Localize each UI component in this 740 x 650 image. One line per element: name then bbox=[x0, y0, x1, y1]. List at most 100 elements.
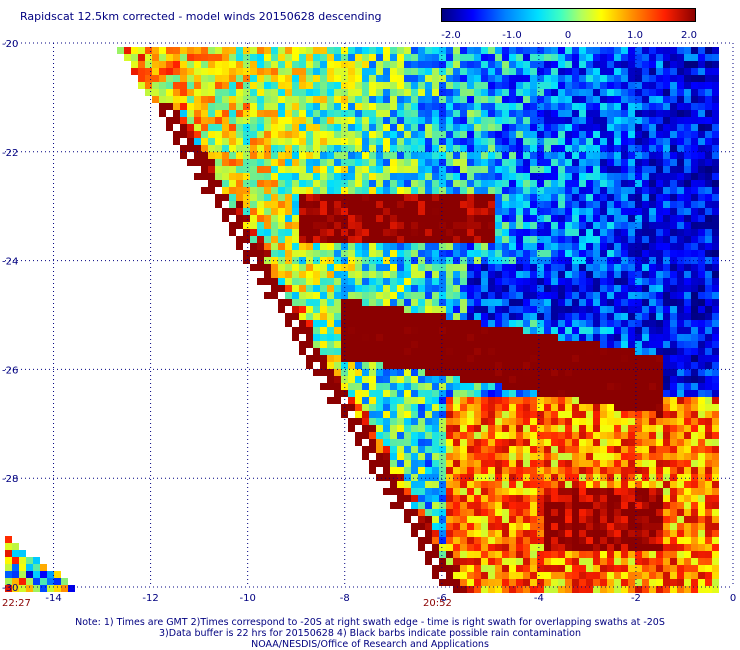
wind-cell bbox=[614, 397, 621, 404]
wind-cell bbox=[292, 89, 299, 96]
wind-cell bbox=[649, 565, 656, 572]
wind-cell bbox=[705, 544, 712, 551]
wind-cell bbox=[677, 215, 684, 222]
wind-cell bbox=[649, 299, 656, 306]
wind-cell bbox=[712, 418, 719, 425]
wind-cell bbox=[341, 103, 348, 110]
wind-cell bbox=[348, 159, 355, 166]
wind-cell bbox=[418, 292, 425, 299]
wind-cell bbox=[271, 110, 278, 117]
wind-cell bbox=[474, 208, 481, 215]
wind-cell bbox=[593, 446, 600, 453]
wind-cell bbox=[544, 432, 551, 439]
wind-cell bbox=[677, 278, 684, 285]
wind-cell bbox=[509, 306, 516, 313]
wind-cell bbox=[341, 229, 348, 236]
wind-cell bbox=[649, 110, 656, 117]
wind-cell bbox=[355, 432, 362, 439]
wind-cell bbox=[509, 425, 516, 432]
wind-cell bbox=[677, 229, 684, 236]
wind-cell bbox=[677, 201, 684, 208]
wind-cell bbox=[460, 89, 467, 96]
wind-cell bbox=[691, 460, 698, 467]
wind-cell bbox=[397, 453, 404, 460]
wind-cell bbox=[257, 54, 264, 61]
wind-cell bbox=[593, 243, 600, 250]
wind-cell bbox=[243, 54, 250, 61]
wind-cell bbox=[453, 110, 460, 117]
wind-cell bbox=[691, 586, 698, 593]
wind-cell bbox=[418, 166, 425, 173]
wind-cell bbox=[523, 495, 530, 502]
wind-cell bbox=[481, 103, 488, 110]
wind-cell bbox=[663, 509, 670, 516]
wind-cell bbox=[551, 82, 558, 89]
wind-cell bbox=[614, 292, 621, 299]
wind-cell bbox=[299, 229, 306, 236]
wind-cell bbox=[579, 61, 586, 68]
wind-cell bbox=[376, 404, 383, 411]
wind-cell bbox=[502, 341, 509, 348]
wind-cell bbox=[600, 537, 607, 544]
wind-cell bbox=[341, 54, 348, 61]
wind-cell bbox=[544, 229, 551, 236]
wind-cell bbox=[502, 348, 509, 355]
wind-cell bbox=[579, 208, 586, 215]
wind-cell bbox=[586, 292, 593, 299]
wind-cell bbox=[691, 348, 698, 355]
wind-cell bbox=[705, 481, 712, 488]
wind-cell bbox=[418, 488, 425, 495]
wind-cell bbox=[621, 369, 628, 376]
wind-cell bbox=[271, 103, 278, 110]
wind-cell bbox=[537, 453, 544, 460]
wind-cell bbox=[544, 145, 551, 152]
wind-cell bbox=[565, 404, 572, 411]
wind-cell bbox=[439, 47, 446, 54]
wind-cell bbox=[446, 96, 453, 103]
wind-cell bbox=[306, 243, 313, 250]
wind-cell bbox=[684, 236, 691, 243]
wind-cell bbox=[222, 145, 229, 152]
wind-cell bbox=[502, 523, 509, 530]
wind-cell bbox=[495, 313, 502, 320]
wind-cell bbox=[362, 159, 369, 166]
wind-cell bbox=[264, 47, 271, 54]
wind-cell bbox=[376, 208, 383, 215]
wind-cell bbox=[523, 362, 530, 369]
wind-cell bbox=[495, 348, 502, 355]
wind-cell bbox=[516, 285, 523, 292]
wind-cell bbox=[586, 572, 593, 579]
wind-cell bbox=[677, 558, 684, 565]
wind-cell bbox=[453, 215, 460, 222]
wind-cell bbox=[264, 159, 271, 166]
wind-cell bbox=[481, 68, 488, 75]
wind-cell bbox=[621, 257, 628, 264]
wind-cell bbox=[607, 488, 614, 495]
wind-cell bbox=[376, 82, 383, 89]
wind-cell bbox=[495, 187, 502, 194]
wind-cell bbox=[530, 418, 537, 425]
wind-cell bbox=[474, 54, 481, 61]
wind-cell bbox=[572, 488, 579, 495]
wind-cell bbox=[432, 327, 439, 334]
wind-cell bbox=[453, 152, 460, 159]
wind-cell bbox=[642, 82, 649, 89]
wind-cell bbox=[481, 271, 488, 278]
wind-cell bbox=[355, 47, 362, 54]
wind-cell bbox=[481, 397, 488, 404]
wind-cell bbox=[677, 502, 684, 509]
wind-cell bbox=[264, 278, 271, 285]
wind-cell bbox=[271, 208, 278, 215]
wind-cell bbox=[684, 131, 691, 138]
wind-cell bbox=[698, 446, 705, 453]
wind-cell bbox=[446, 474, 453, 481]
wind-cell bbox=[509, 334, 516, 341]
wind-cell bbox=[649, 278, 656, 285]
wind-cell bbox=[509, 96, 516, 103]
wind-cell bbox=[544, 348, 551, 355]
wind-cell bbox=[516, 341, 523, 348]
wind-cell bbox=[313, 313, 320, 320]
wind-cell bbox=[607, 124, 614, 131]
wind-cell bbox=[705, 460, 712, 467]
wind-cell bbox=[537, 159, 544, 166]
